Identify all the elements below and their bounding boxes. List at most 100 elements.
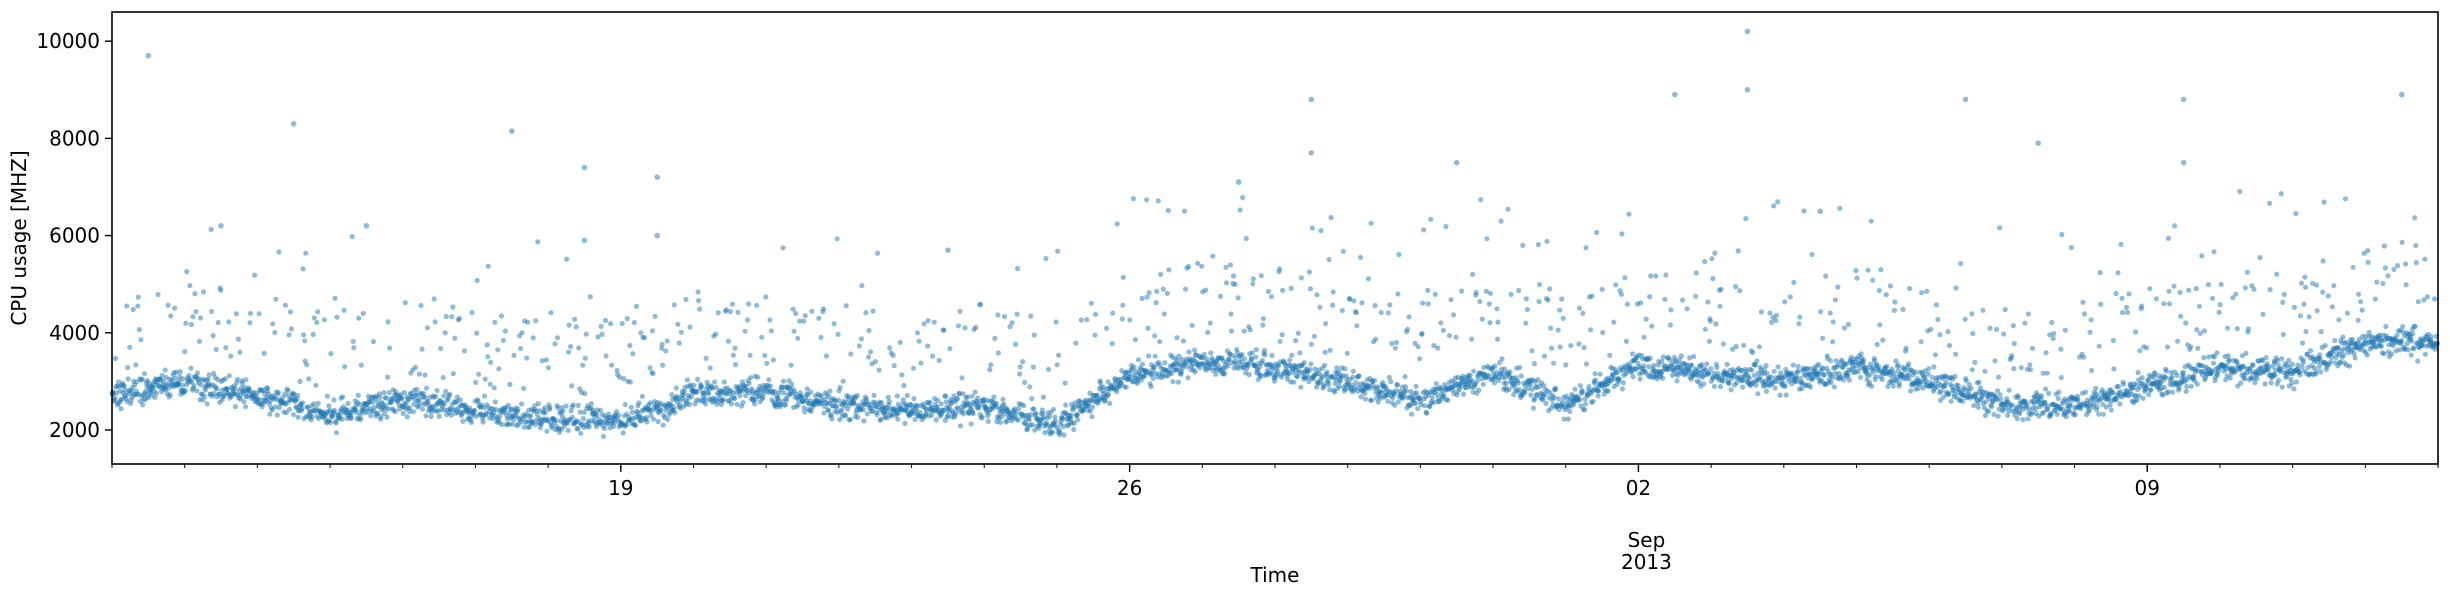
outlier-point xyxy=(654,232,660,239)
data-point xyxy=(2137,348,2143,354)
data-point xyxy=(1373,336,1379,342)
data-point xyxy=(843,303,849,309)
data-point xyxy=(1832,297,1838,303)
data-point xyxy=(256,311,262,317)
data-point xyxy=(845,406,851,412)
data-point xyxy=(703,401,709,407)
data-point xyxy=(688,393,695,399)
data-point xyxy=(563,403,569,409)
data-point xyxy=(1328,214,1334,221)
data-point xyxy=(2413,260,2419,266)
data-point xyxy=(130,306,136,313)
data-point xyxy=(530,335,536,341)
data-point xyxy=(1029,396,1035,402)
data-point xyxy=(1306,379,1312,385)
data-point xyxy=(339,416,345,422)
data-point xyxy=(1223,264,1229,270)
data-point xyxy=(1013,341,1019,347)
data-point xyxy=(1680,297,1686,303)
data-point xyxy=(834,405,840,411)
data-point xyxy=(138,337,144,343)
data-point xyxy=(1308,361,1314,367)
data-point xyxy=(804,386,810,392)
data-point xyxy=(2226,357,2232,363)
data-point xyxy=(2068,245,2074,251)
data-point xyxy=(962,325,968,331)
data-point xyxy=(1998,396,2004,402)
data-point xyxy=(732,362,739,368)
data-point xyxy=(1932,352,1938,358)
data-point xyxy=(1718,286,1724,292)
data-point xyxy=(1057,430,1063,436)
data-point xyxy=(2394,263,2401,269)
data-point xyxy=(573,324,579,330)
data-point xyxy=(1146,353,1152,359)
data-point xyxy=(1261,347,1267,354)
data-point xyxy=(816,315,822,321)
data-point xyxy=(351,345,357,351)
data-point xyxy=(781,390,787,396)
data-point xyxy=(2355,317,2361,323)
data-point xyxy=(301,332,307,338)
data-point xyxy=(628,404,634,410)
data-point xyxy=(1208,350,1214,356)
data-point xyxy=(206,372,212,378)
data-point xyxy=(957,308,963,314)
data-point xyxy=(2218,281,2224,287)
data-point xyxy=(1480,381,1486,387)
data-point xyxy=(1997,392,2003,398)
data-point xyxy=(368,413,374,419)
data-point xyxy=(1900,306,1906,312)
data-point xyxy=(1933,302,1939,308)
data-point xyxy=(1324,369,1330,375)
data-point xyxy=(1433,381,1439,387)
data-point xyxy=(1347,296,1353,302)
data-point xyxy=(1419,330,1425,337)
data-point xyxy=(1769,319,1775,325)
data-point xyxy=(894,393,900,399)
data-point xyxy=(2201,355,2207,361)
data-point xyxy=(2410,331,2416,337)
data-point xyxy=(1342,366,1348,372)
data-point xyxy=(1351,298,1357,304)
data-point xyxy=(1118,380,1124,386)
data-point xyxy=(1969,311,1975,317)
data-point xyxy=(1743,216,1749,222)
data-point xyxy=(1918,339,1924,345)
data-point xyxy=(737,393,743,399)
data-point xyxy=(1043,255,1049,262)
data-point xyxy=(2205,282,2211,288)
data-point xyxy=(595,334,601,340)
data-point xyxy=(535,239,541,245)
data-point xyxy=(1559,296,1565,302)
data-point xyxy=(641,335,648,341)
data-point xyxy=(498,313,504,319)
data-point xyxy=(1771,203,1777,209)
data-point xyxy=(400,410,406,416)
data-point xyxy=(2381,243,2387,249)
data-point xyxy=(851,401,857,407)
data-point xyxy=(995,312,1001,318)
data-point xyxy=(1441,393,1447,399)
data-point xyxy=(2011,341,2017,347)
data-point xyxy=(1406,314,1412,320)
data-point xyxy=(386,406,392,412)
data-point xyxy=(2242,376,2248,382)
data-point xyxy=(2399,239,2405,245)
data-point xyxy=(1674,378,1680,384)
data-point xyxy=(577,409,583,415)
data-point xyxy=(2059,231,2065,238)
data-point xyxy=(2058,375,2064,381)
data-point xyxy=(505,402,511,408)
data-point xyxy=(676,340,682,346)
data-point xyxy=(1706,338,1712,344)
data-point xyxy=(1928,326,1934,332)
data-point xyxy=(930,353,936,359)
data-point xyxy=(1450,312,1457,318)
data-point xyxy=(1648,273,1654,279)
data-point xyxy=(720,397,726,403)
data-point xyxy=(1853,267,1859,274)
data-point xyxy=(1421,227,1427,233)
data-point xyxy=(1908,388,1914,394)
data-point xyxy=(360,310,366,317)
